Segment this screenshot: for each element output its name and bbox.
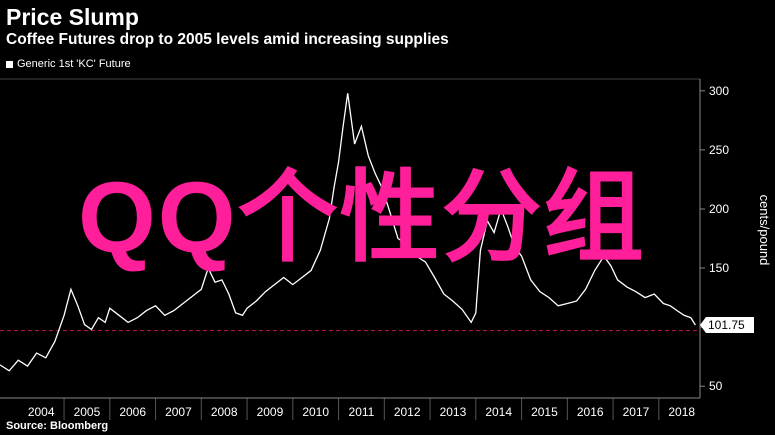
source-note: Source: Bloomberg <box>6 420 109 432</box>
last-value-box <box>700 317 754 334</box>
watermark-overlay: QQ个性分组 <box>78 162 646 274</box>
y-tick-label: 250 <box>709 143 729 157</box>
x-tick-label: 2010 <box>302 405 329 419</box>
x-tick-label: 2013 <box>440 405 467 419</box>
chart-subtitle: Coffee Futures drop to 2005 levels amid … <box>6 31 449 48</box>
legend: Generic 1st 'KC' Future <box>6 58 131 70</box>
x-axis-ticks: 2004 2005 2006 2007 2008 2009 2010 2011 2012 2013… <box>28 405 696 419</box>
y-axis-ticks: 50100150200250300 <box>700 84 729 393</box>
x-tick-label: 2017 <box>623 405 650 419</box>
x-tick-label: 2014 <box>485 405 512 419</box>
y-axis-label: cents/pound <box>757 195 772 266</box>
y-tick-label: 50 <box>709 379 723 393</box>
x-tick-label: 2007 <box>165 405 192 419</box>
x-tick-label: 2006 <box>119 405 146 419</box>
y-tick-label: 150 <box>709 261 729 275</box>
x-axis-separators <box>63 398 660 420</box>
x-tick-label: 2012 <box>394 405 421 419</box>
y-tick-label: 200 <box>709 202 729 216</box>
x-tick-label: 2018 <box>668 405 695 419</box>
x-tick-label: 2004 <box>28 405 55 419</box>
chart-title: Price Slump <box>6 4 139 30</box>
x-tick-label: 2005 <box>74 405 101 419</box>
x-tick-label: 2015 <box>531 405 558 419</box>
series-line <box>0 93 696 372</box>
x-tick-label: 2009 <box>257 405 284 419</box>
last-value-callout: 101.75 <box>700 317 754 334</box>
legend-label: Generic 1st 'KC' Future <box>17 58 131 70</box>
y-tick-label: 300 <box>709 84 729 98</box>
x-tick-label: 2008 <box>211 405 238 419</box>
x-tick-label: 2016 <box>577 405 604 419</box>
last-value-label: 101.75 <box>708 318 745 332</box>
x-tick-label: 2011 <box>349 405 375 419</box>
legend-swatch <box>6 60 13 68</box>
